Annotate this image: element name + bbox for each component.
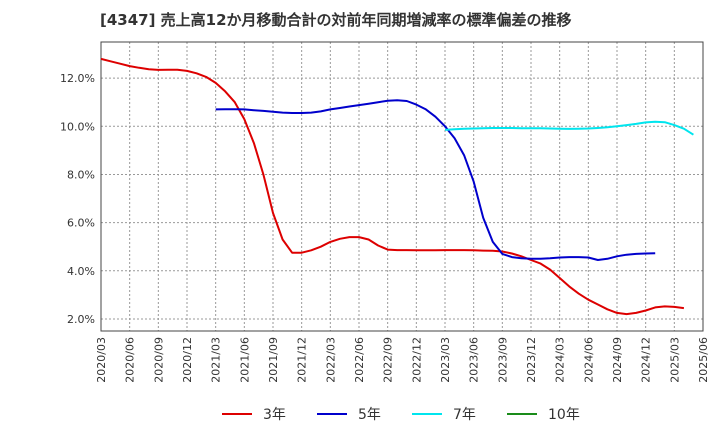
series-line-3年	[100, 57, 685, 316]
axis-layer: 2.0% 4.0% 6.0% 8.0% 10.0% 12.0% 2020/03 2020/06…	[60, 41, 710, 383]
legend-label-3年: 3年	[263, 407, 286, 423]
x-tick-label: 2021/06	[238, 337, 251, 383]
legend: 3年 5年 7年 10年	[222, 407, 580, 423]
x-tick-label: 2021/12	[296, 337, 309, 383]
x-tick-label: 2024/03	[554, 337, 567, 383]
x-tick-label: 2024/09	[611, 337, 624, 383]
x-tick-label: 2025/03	[668, 337, 681, 383]
x-tick-label: 2020/03	[95, 337, 108, 383]
x-tick-label: 2023/12	[525, 337, 538, 383]
x-tick-label: 2022/09	[382, 337, 395, 383]
chart-title: [4347] 売上高12か月移動合計の対前年同期増減率の標準偏差の推移	[100, 11, 572, 29]
x-tick-label: 2022/12	[410, 337, 423, 383]
y-tick-label: 2.0%	[67, 313, 95, 326]
x-tick-label: 2020/06	[124, 337, 137, 383]
grid-layer	[100, 42, 704, 331]
y-tick-label: 6.0%	[67, 217, 95, 230]
x-tick-label: 2025/06	[697, 337, 710, 383]
y-tick-label: 8.0%	[67, 168, 95, 181]
x-tick-label: 2023/09	[496, 337, 509, 383]
series-layer	[100, 57, 694, 316]
y-tick-label: 10.0%	[60, 120, 95, 133]
x-tick-label: 2024/06	[582, 337, 595, 383]
x-tick-label: 2020/09	[152, 337, 165, 383]
series-line-7年	[444, 120, 694, 136]
legend-label-10年: 10年	[548, 407, 580, 423]
x-tick-label: 2021/09	[267, 337, 280, 383]
x-tick-label: 2022/06	[353, 337, 366, 383]
y-tick-label: 4.0%	[67, 265, 95, 278]
x-tick-label: 2020/12	[181, 337, 194, 383]
x-tick-label: 2021/03	[210, 337, 223, 383]
series-line-5年	[215, 99, 656, 261]
x-tick-label: 2023/06	[468, 337, 481, 383]
x-tick-label: 2023/03	[439, 337, 452, 383]
legend-label-5年: 5年	[358, 407, 381, 423]
y-tick-label: 12.0%	[60, 72, 95, 85]
plot-frame	[100, 41, 704, 332]
x-tick-label: 2024/12	[640, 337, 653, 383]
legend-label-7年: 7年	[453, 407, 476, 423]
x-tick-label: 2022/03	[324, 337, 337, 383]
